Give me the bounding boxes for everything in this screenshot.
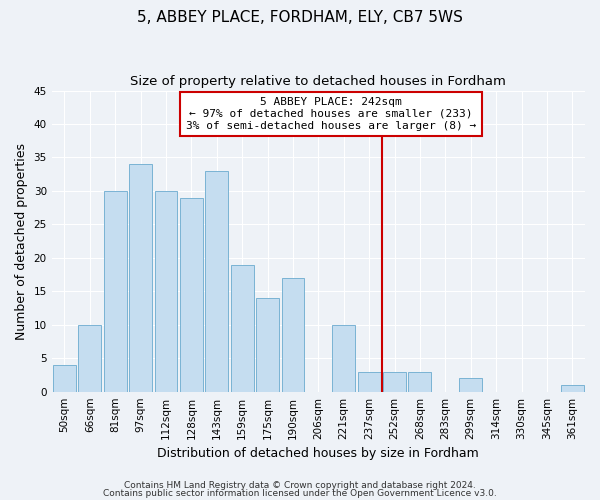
Bar bbox=[231, 264, 254, 392]
Text: 5 ABBEY PLACE: 242sqm
← 97% of detached houses are smaller (233)
3% of semi-deta: 5 ABBEY PLACE: 242sqm ← 97% of detached … bbox=[186, 98, 476, 130]
Text: Contains HM Land Registry data © Crown copyright and database right 2024.: Contains HM Land Registry data © Crown c… bbox=[124, 481, 476, 490]
Bar bbox=[358, 372, 380, 392]
Bar bbox=[79, 325, 101, 392]
Text: 5, ABBEY PLACE, FORDHAM, ELY, CB7 5WS: 5, ABBEY PLACE, FORDHAM, ELY, CB7 5WS bbox=[137, 10, 463, 25]
Bar bbox=[104, 191, 127, 392]
Bar bbox=[205, 171, 228, 392]
Bar bbox=[383, 372, 406, 392]
Bar bbox=[180, 198, 203, 392]
Bar bbox=[409, 372, 431, 392]
Bar bbox=[53, 365, 76, 392]
Bar bbox=[459, 378, 482, 392]
Bar bbox=[129, 164, 152, 392]
Bar bbox=[155, 191, 178, 392]
Bar bbox=[561, 385, 584, 392]
Y-axis label: Number of detached properties: Number of detached properties bbox=[15, 142, 28, 340]
Bar bbox=[256, 298, 279, 392]
Bar bbox=[332, 325, 355, 392]
X-axis label: Distribution of detached houses by size in Fordham: Distribution of detached houses by size … bbox=[157, 447, 479, 460]
Text: Contains public sector information licensed under the Open Government Licence v3: Contains public sector information licen… bbox=[103, 488, 497, 498]
Bar bbox=[281, 278, 304, 392]
Title: Size of property relative to detached houses in Fordham: Size of property relative to detached ho… bbox=[130, 75, 506, 88]
